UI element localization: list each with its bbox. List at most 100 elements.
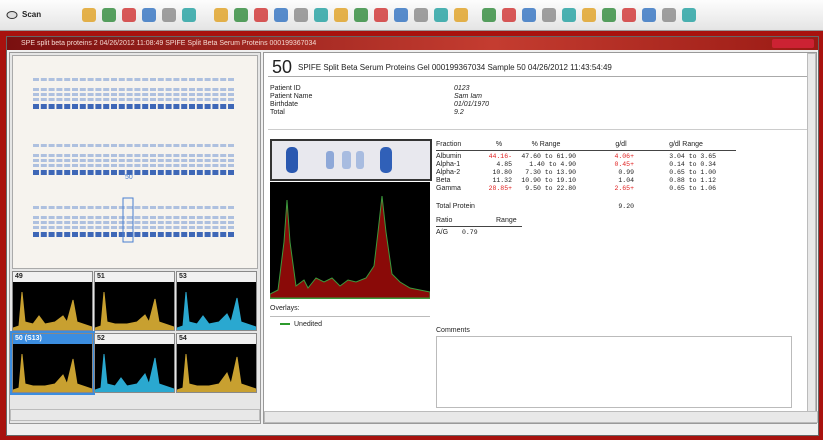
toolbar-icon bbox=[454, 8, 468, 22]
gel-band bbox=[189, 98, 195, 101]
gel-band bbox=[197, 206, 203, 209]
ratio-rule bbox=[436, 226, 522, 227]
patient-field-label: Total bbox=[270, 109, 285, 116]
gel-band bbox=[205, 221, 211, 224]
gel-band bbox=[220, 88, 226, 91]
gel-band bbox=[103, 226, 109, 229]
gel-band bbox=[228, 206, 234, 209]
comments-box[interactable] bbox=[436, 336, 792, 408]
gel-band bbox=[173, 221, 179, 224]
left-scrollbar[interactable] bbox=[10, 409, 260, 421]
gel-band bbox=[181, 88, 187, 91]
gel-band bbox=[158, 159, 164, 162]
gel-band bbox=[64, 159, 70, 162]
gel-band bbox=[173, 226, 179, 229]
table-header: % bbox=[486, 141, 512, 148]
gel-band bbox=[80, 221, 86, 224]
gel-band bbox=[158, 154, 164, 157]
thumbnail[interactable]: 52 bbox=[94, 333, 175, 393]
gel-band bbox=[220, 159, 226, 162]
gel-band bbox=[103, 88, 109, 91]
gel-band bbox=[134, 78, 140, 81]
gel-band bbox=[173, 93, 179, 96]
gel-band bbox=[166, 206, 172, 209]
gel-band bbox=[197, 221, 203, 224]
gel-band bbox=[205, 78, 211, 81]
gel-band bbox=[181, 170, 187, 175]
thumbnail-label: 54 bbox=[177, 334, 256, 344]
overlay-item[interactable]: Unedited bbox=[270, 316, 430, 328]
thumbnail[interactable]: 49 bbox=[12, 271, 93, 331]
toolbar-icon bbox=[214, 8, 228, 22]
gel-band bbox=[49, 164, 55, 167]
scan-button[interactable]: Scan bbox=[6, 8, 50, 23]
table-cell: 2.65+ bbox=[608, 185, 634, 192]
toolbar-icons[interactable] bbox=[82, 6, 772, 26]
gel-band bbox=[166, 144, 172, 147]
gel-band bbox=[49, 93, 55, 96]
gel-band bbox=[72, 164, 78, 167]
gel-band bbox=[142, 221, 148, 224]
gel-band bbox=[111, 216, 117, 219]
gel-band bbox=[33, 206, 39, 209]
gel-band bbox=[41, 144, 47, 147]
gel-band bbox=[150, 98, 156, 101]
toolbar-icon bbox=[502, 8, 516, 22]
gel-band bbox=[72, 206, 78, 209]
gel-band bbox=[205, 216, 211, 219]
overlay-swatch bbox=[280, 323, 290, 325]
gel-band bbox=[197, 164, 203, 167]
thumbnail[interactable]: 53 bbox=[176, 271, 257, 331]
gel-band bbox=[205, 159, 211, 162]
toolbar-icon bbox=[102, 8, 116, 22]
thumbnail[interactable]: 54 bbox=[176, 333, 257, 393]
gel-band bbox=[64, 144, 70, 147]
gel-band bbox=[181, 159, 187, 162]
gel-band bbox=[181, 226, 187, 229]
gel-band bbox=[212, 206, 218, 209]
gel-band bbox=[197, 154, 203, 157]
gel-band bbox=[56, 221, 62, 224]
gel-band bbox=[173, 78, 179, 81]
gel-band bbox=[220, 170, 226, 175]
gel-band bbox=[166, 104, 172, 109]
comments-label: Comments bbox=[436, 327, 792, 334]
gel-band bbox=[181, 98, 187, 101]
gel-band bbox=[95, 159, 101, 162]
patient-field-label: Birthdate bbox=[270, 101, 298, 108]
gel-band bbox=[72, 216, 78, 219]
gel-band bbox=[103, 232, 109, 237]
gel-band bbox=[205, 93, 211, 96]
gel-band bbox=[127, 226, 133, 229]
gel-band bbox=[56, 216, 62, 219]
gel-band bbox=[33, 88, 39, 91]
scan-icon bbox=[6, 10, 18, 20]
gel-band bbox=[197, 144, 203, 147]
gel-band bbox=[181, 221, 187, 224]
gel-band bbox=[111, 78, 117, 81]
gel-band bbox=[119, 104, 125, 109]
gel-band bbox=[88, 144, 94, 147]
thumbnail[interactable]: 50 (S13) bbox=[12, 333, 93, 393]
right-hscroll[interactable] bbox=[264, 411, 818, 423]
thumbnail-label: 52 bbox=[95, 334, 174, 344]
gel-band bbox=[205, 170, 211, 175]
right-vscroll[interactable] bbox=[807, 53, 816, 413]
toolbar-icon bbox=[582, 8, 596, 22]
window-controls[interactable] bbox=[772, 39, 814, 48]
gel-band bbox=[166, 93, 172, 96]
gel-band bbox=[134, 170, 140, 175]
gel-band bbox=[103, 144, 109, 147]
gel-band bbox=[49, 144, 55, 147]
gel-band bbox=[173, 216, 179, 219]
gel-band bbox=[181, 216, 187, 219]
gel-band bbox=[127, 221, 133, 224]
selected-gel-label: 50 bbox=[125, 174, 133, 181]
gel-band bbox=[119, 221, 125, 224]
gel-band bbox=[111, 159, 117, 162]
table-header: Fraction bbox=[436, 141, 461, 148]
gel-band bbox=[189, 221, 195, 224]
table-cell: 9.50 to 22.80 bbox=[516, 185, 576, 192]
gel-band bbox=[127, 98, 133, 101]
thumbnail[interactable]: 51 bbox=[94, 271, 175, 331]
